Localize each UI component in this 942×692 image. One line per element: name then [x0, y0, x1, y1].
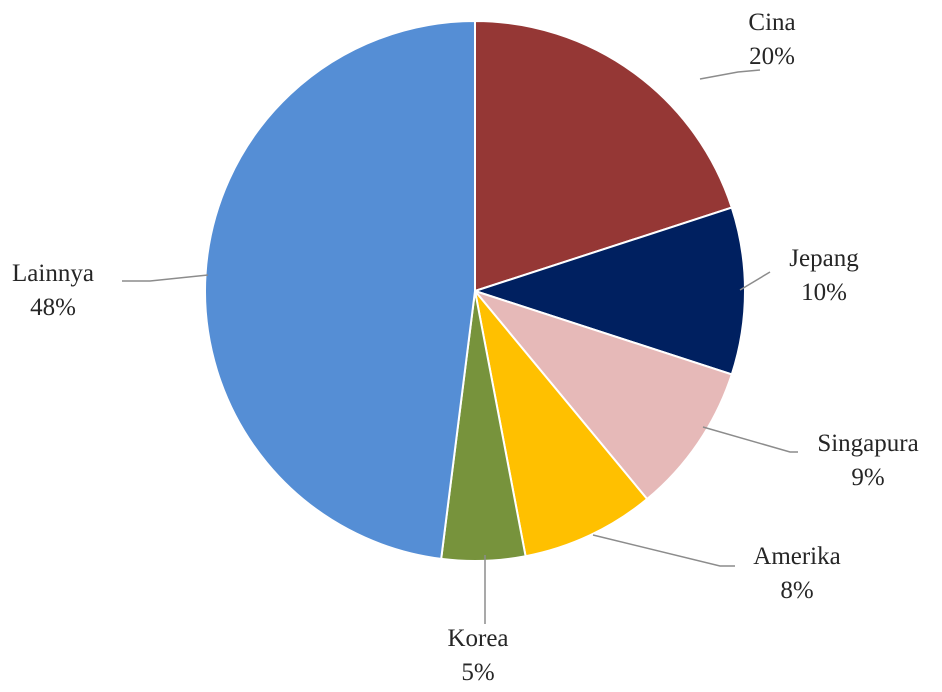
slice-label-jepang: Jepang 10% — [789, 245, 859, 306]
pie-slice-amerika — [474, 290, 649, 558]
slice-label-singapura: Singapura 9% — [817, 430, 918, 491]
leader-line-jepang — [739, 271, 771, 291]
slice-label-amerika: Amerika 8% — [753, 543, 840, 604]
slice-label-percent: 9% — [851, 464, 884, 491]
slice-label-percent: 48% — [30, 294, 76, 321]
slice-labels: Cina 20% Jepang 10% Singapura 9% Amerika 8% Kore… — [12, 9, 919, 686]
slice-label-lainnya: Lainnya 48% — [12, 260, 94, 321]
pie-slice-jepang — [471, 206, 746, 376]
slice-label-percent: 20% — [749, 43, 795, 70]
slice-label-percent: 10% — [801, 279, 847, 306]
slice-label-korea: Korea 5% — [447, 625, 508, 686]
slice-label-name: Amerika — [753, 543, 840, 570]
slice-label-percent: 5% — [461, 659, 494, 686]
leader-line-lainnya — [122, 274, 209, 282]
slice-label-name: Korea — [447, 625, 508, 652]
slice-label-percent: 8% — [780, 577, 813, 604]
leader-line-cina — [699, 69, 761, 80]
leader-line-singapura — [702, 426, 798, 453]
pie-slice-singapura — [472, 288, 734, 501]
slice-label-name: Jepang — [789, 245, 859, 272]
slice-label-name: Cina — [748, 9, 795, 36]
pie-slice-lainnya — [204, 19, 476, 560]
slice-label-name: Lainnya — [12, 260, 94, 287]
leader-lines — [122, 69, 798, 624]
leader-line-amerika — [592, 534, 735, 567]
slice-label-cina: Cina 20% — [748, 9, 795, 70]
pie-slice-cina — [474, 19, 734, 293]
slice-label-name: Singapura — [817, 430, 918, 457]
pie-slices — [204, 19, 746, 562]
